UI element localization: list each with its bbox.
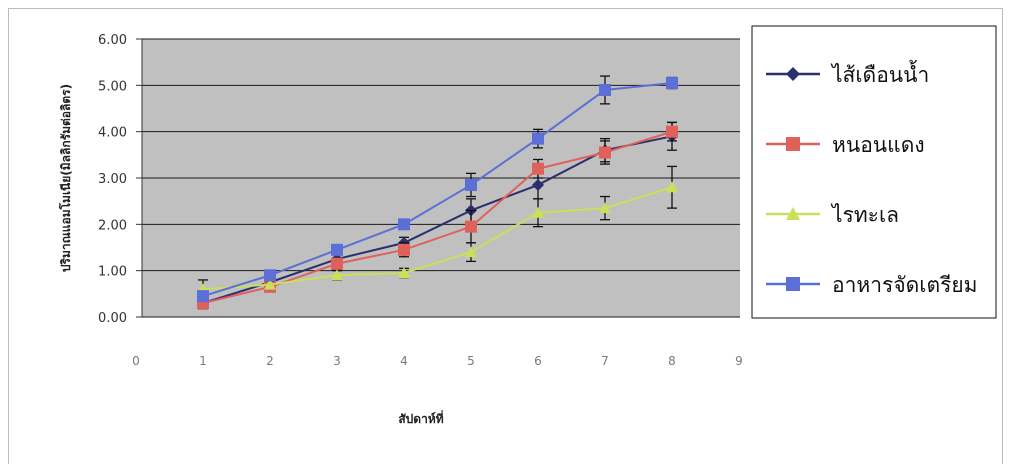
x-tick-label: 8 bbox=[668, 354, 676, 368]
legend-label: หนอนแดง bbox=[832, 133, 925, 157]
data-point bbox=[532, 132, 544, 145]
data-point bbox=[666, 77, 678, 90]
data-point bbox=[532, 206, 544, 218]
axes: 0.00 1.00 2.00 3.00 4.00 5.00 6.00 0 1 2 3 4 5 6 7 8 9 สั… bbox=[58, 33, 743, 426]
x-tick-label: 0 bbox=[132, 354, 140, 368]
y-tick-label: 3.00 bbox=[98, 172, 127, 187]
data-point bbox=[197, 290, 209, 303]
legend-item-2: ไรทะเล bbox=[766, 203, 899, 227]
data-point bbox=[398, 218, 410, 231]
legend-marker bbox=[786, 67, 800, 81]
x-tick-label: 3 bbox=[333, 354, 341, 368]
data-point bbox=[666, 181, 678, 193]
data-point bbox=[264, 269, 276, 282]
x-tick-label: 6 bbox=[534, 354, 542, 368]
x-tick-label: 5 bbox=[467, 354, 475, 368]
y-axis-title: ปริมาณแอมโมเนีย(มิลลิกรัมต่อลิตร) bbox=[58, 84, 73, 272]
series-line bbox=[202, 186, 673, 291]
data-point bbox=[398, 243, 410, 256]
data-point bbox=[532, 162, 544, 175]
legend-label: ไส้เดือนน้ำ bbox=[830, 60, 929, 87]
legend-label: อาหารจัดเตรียม bbox=[832, 273, 978, 297]
legend-label: ไรทะเล bbox=[830, 203, 899, 227]
legend-marker bbox=[786, 137, 800, 151]
y-tick-label: 1.00 bbox=[98, 265, 127, 280]
legend-marker bbox=[786, 277, 800, 291]
data-point bbox=[264, 278, 276, 290]
data-point bbox=[666, 125, 678, 138]
x-axis-title: สัปดาห์ที่ bbox=[398, 410, 443, 426]
data-point bbox=[599, 83, 611, 96]
x-tick-label: 2 bbox=[266, 354, 274, 368]
plot-area bbox=[142, 38, 740, 318]
x-tick-label: 7 bbox=[601, 354, 609, 368]
chart-frame: 0.00 1.00 2.00 3.00 4.00 5.00 6.00 0 1 2 3 4 5 6 7 8 9 สั… bbox=[8, 8, 1003, 464]
data-point bbox=[599, 146, 611, 159]
data-point bbox=[465, 178, 477, 191]
legend-item-3: อาหารจัดเตรียม bbox=[766, 273, 978, 297]
data-point bbox=[465, 246, 477, 258]
y-tick-label: 5.00 bbox=[98, 79, 127, 94]
y-tick-label: 0.00 bbox=[98, 311, 127, 326]
data-point bbox=[599, 202, 611, 214]
series-2 bbox=[197, 165, 678, 300]
data-point bbox=[398, 266, 410, 278]
data-point bbox=[465, 220, 477, 233]
y-tick-label: 6.00 bbox=[98, 33, 127, 48]
data-point bbox=[331, 243, 343, 256]
series-group bbox=[197, 75, 678, 310]
x-tick-label: 9 bbox=[735, 354, 743, 368]
legend-marker bbox=[786, 207, 800, 220]
x-tick-label: 1 bbox=[199, 354, 207, 368]
legend-item-0: ไส้เดือนน้ำ bbox=[766, 60, 929, 87]
data-point bbox=[331, 269, 343, 281]
data-point bbox=[532, 178, 544, 191]
series-line bbox=[202, 82, 673, 298]
y-tick-label: 4.00 bbox=[98, 126, 127, 141]
line-chart: 0.00 1.00 2.00 3.00 4.00 5.00 6.00 0 1 2 3 4 5 6 7 8 9 สั… bbox=[58, 25, 997, 426]
data-point bbox=[331, 257, 343, 270]
series-3 bbox=[197, 75, 678, 303]
x-tick-label: 4 bbox=[400, 354, 408, 368]
legend-item-1: หนอนแดง bbox=[766, 133, 925, 157]
y-tick-label: 2.00 bbox=[98, 218, 127, 233]
